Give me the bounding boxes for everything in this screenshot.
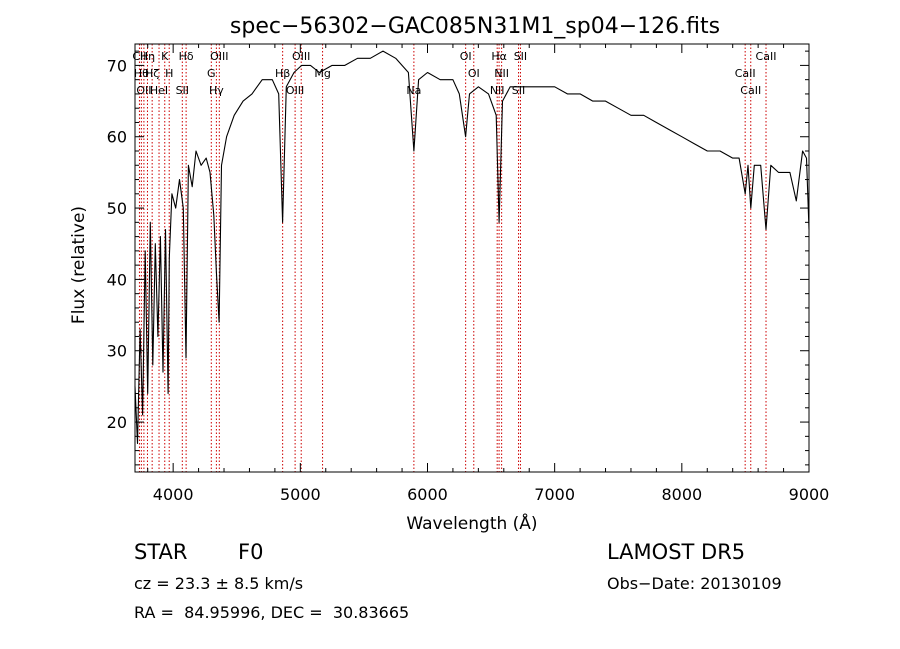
line-marker-label: CaII bbox=[756, 50, 777, 63]
line-marker-label: Na bbox=[406, 84, 421, 97]
line-marker-label: OI bbox=[468, 67, 480, 80]
y-tick-label: 60 bbox=[107, 128, 127, 147]
plot-frame bbox=[134, 43, 810, 473]
line-marker-label: OIII bbox=[210, 50, 228, 63]
line-marker-label: OI bbox=[460, 50, 472, 63]
line-marker-label: G bbox=[207, 67, 216, 80]
y-tick-label: 50 bbox=[107, 199, 127, 218]
x-axis: 4000 5000 6000 7000 8000 9000 bbox=[147, 44, 830, 504]
y-tick-label: 30 bbox=[107, 342, 127, 361]
line-marker-label: CaII bbox=[735, 67, 756, 80]
obs-date-text: Obs−Date: 20130109 bbox=[607, 574, 782, 593]
line-marker-label: NII bbox=[490, 84, 505, 97]
x-tick-label: 5000 bbox=[280, 485, 321, 504]
y-tick-label: 70 bbox=[107, 56, 127, 75]
x-tick-label: 6000 bbox=[407, 485, 448, 504]
line-marker-label: Hη bbox=[140, 50, 155, 63]
y-tick-label: 20 bbox=[107, 413, 127, 432]
line-marker-label: CII bbox=[132, 50, 146, 63]
line-marker-label: OIII bbox=[286, 84, 304, 97]
coordinates-text: RA = 84.95996, DEC = 30.83665 bbox=[134, 603, 410, 622]
x-tick-label: 8000 bbox=[661, 485, 702, 504]
redshift-text: cz = 23.3 ± 8.5 km/s bbox=[134, 574, 304, 593]
x-tick-label: 4000 bbox=[153, 485, 194, 504]
spectral-line-markers bbox=[138, 44, 767, 472]
x-tick-label: 7000 bbox=[534, 485, 575, 504]
spectrum-line bbox=[134, 50, 810, 445]
spectral-line-labels: CIIHθOIIHηHζHeIKHSIIHδGHγOIIIHβOIIIOIIIM… bbox=[132, 50, 776, 97]
y-tick-label: 40 bbox=[107, 270, 127, 289]
line-marker-label: SII bbox=[176, 84, 189, 97]
line-marker-label: Hβ bbox=[275, 67, 290, 80]
x-axis-label: Wavelength (Å) bbox=[406, 512, 537, 534]
line-marker-label: Mg bbox=[314, 67, 330, 80]
object-subclass: F0 bbox=[238, 540, 264, 564]
line-marker-label: OIII bbox=[292, 50, 310, 63]
line-marker-label: OII bbox=[136, 84, 151, 97]
line-marker-label: K bbox=[161, 50, 169, 63]
line-marker-label: NII bbox=[494, 67, 509, 80]
line-marker-label: SII bbox=[514, 50, 527, 63]
line-marker-label: Hζ bbox=[145, 67, 159, 80]
x-tick-label: 9000 bbox=[789, 485, 830, 504]
line-marker-label: Hδ bbox=[179, 50, 194, 63]
line-marker-label: Hθ bbox=[134, 67, 149, 80]
line-marker-label: H bbox=[165, 67, 173, 80]
line-marker-label: CaII bbox=[740, 84, 761, 97]
line-marker-label: Hα bbox=[491, 50, 507, 63]
chart-title: spec−56302−GAC085N31M1_sp04−126.fits bbox=[230, 14, 720, 39]
y-axis-label: Flux (relative) bbox=[69, 206, 89, 324]
line-marker-label: HeI bbox=[150, 84, 168, 97]
line-marker-label: SII bbox=[512, 84, 525, 97]
survey-name: LAMOST DR5 bbox=[607, 540, 746, 564]
y-axis: 20 30 40 50 60 70 bbox=[107, 50, 809, 466]
object-class: STAR bbox=[134, 540, 188, 564]
line-marker-label: Hγ bbox=[209, 84, 224, 97]
